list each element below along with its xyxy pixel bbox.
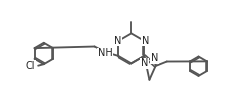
Text: Cl: Cl <box>26 61 35 71</box>
Text: N: N <box>114 36 121 46</box>
Text: NH: NH <box>98 48 112 58</box>
Text: N: N <box>141 58 148 68</box>
Text: N: N <box>142 36 149 46</box>
Text: N: N <box>151 53 158 63</box>
